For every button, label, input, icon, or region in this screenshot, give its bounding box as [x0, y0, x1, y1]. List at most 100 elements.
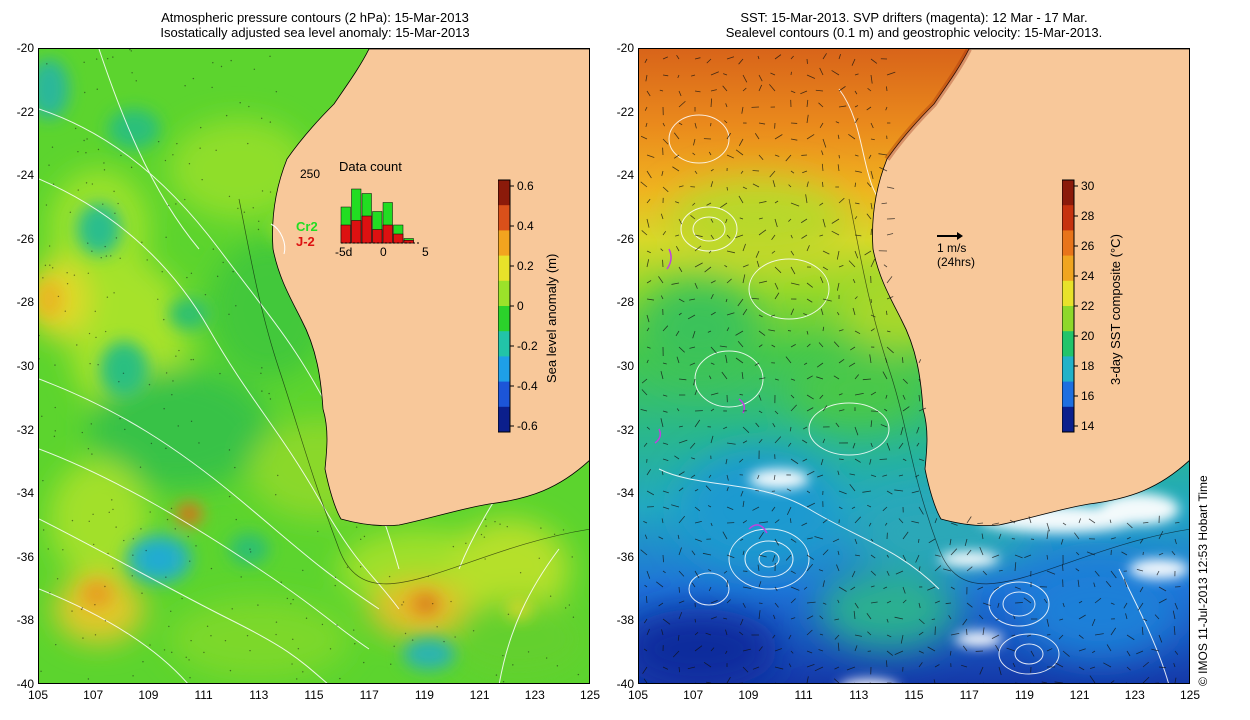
track-dot	[91, 250, 93, 252]
left-lat-tick: -40	[16, 677, 34, 691]
velocity-arrow	[646, 90, 651, 97]
right-lon-tick: 113	[849, 688, 869, 702]
velocity-arrow	[886, 186, 895, 189]
velocity-arrow	[886, 570, 890, 576]
velocity-arrow	[725, 650, 728, 655]
velocity-arrow	[848, 260, 856, 268]
velocity-arrow	[819, 202, 824, 206]
velocity-arrow	[694, 390, 698, 396]
velocity-arrow	[662, 394, 668, 397]
velocity-arrow	[689, 298, 696, 301]
velocity-arrow	[724, 264, 728, 268]
track-dot	[95, 336, 97, 339]
velocity-arrow	[814, 666, 824, 672]
track-dot	[527, 651, 530, 653]
velocity-arrow	[646, 359, 649, 364]
velocity-arrow	[643, 678, 648, 683]
velocity-arrow	[705, 485, 712, 492]
velocity-arrow	[677, 534, 680, 540]
velocity-arrow	[1174, 521, 1180, 524]
velocity-arrow	[886, 310, 888, 316]
track-dot	[431, 602, 434, 605]
track-dot	[119, 417, 121, 420]
velocity-arrow	[790, 55, 794, 60]
velocity-arrow	[854, 330, 861, 335]
velocity-arrow	[816, 362, 824, 368]
velocity-arrow	[675, 234, 680, 237]
velocity-arrow	[870, 122, 874, 129]
velocity-arrow	[790, 138, 798, 141]
colorbar-tick-label: 24	[1081, 269, 1095, 283]
velocity-arrow	[886, 618, 889, 623]
track-dot	[485, 525, 487, 527]
velocity-arrow	[726, 506, 734, 511]
track-dot	[252, 207, 254, 209]
colorbar-swatch	[498, 230, 510, 257]
track-dot	[404, 632, 407, 635]
track-dot	[268, 392, 270, 395]
velocity-arrow	[695, 682, 696, 683]
velocity-arrow	[918, 506, 924, 515]
track-dot	[124, 428, 126, 431]
velocity-arrow	[1055, 662, 1064, 668]
velocity-arrow	[789, 426, 792, 432]
velocity-arrow	[854, 170, 862, 173]
velocity-arrow	[1158, 586, 1167, 592]
left-lat-tick: -32	[16, 422, 34, 437]
velocity-arrow	[894, 650, 904, 655]
velocity-arrow	[902, 458, 907, 461]
velocity-arrow	[916, 426, 920, 434]
velocity-arrow	[1046, 554, 1049, 560]
left-title: Atmospheric pressure contours (2 hPa): 1…	[40, 10, 590, 40]
colorbar-swatch	[498, 180, 510, 206]
left-lon-tick: 121	[469, 688, 490, 702]
track-dot	[104, 245, 106, 248]
velocity-arrow	[901, 682, 903, 683]
velocity-arrow	[662, 410, 668, 413]
velocity-arrow	[854, 73, 859, 76]
track-dot	[235, 305, 237, 307]
velocity-arrow	[790, 202, 800, 207]
velocity-arrow	[854, 634, 863, 637]
track-dot	[176, 142, 178, 145]
track-dot	[104, 620, 107, 622]
velocity-arrow	[662, 458, 669, 462]
velocity-arrow	[1142, 676, 1150, 683]
track-dot	[114, 212, 116, 214]
track-dot	[64, 310, 67, 312]
velocity-arrow	[949, 650, 952, 656]
velocity-arrow	[1041, 681, 1048, 683]
velocity-arrow	[814, 536, 824, 540]
velocity-arrow	[742, 426, 750, 433]
velocity-arrow	[678, 90, 682, 97]
velocity-arrow	[708, 586, 712, 592]
velocity-arrow	[660, 213, 664, 220]
velocity-arrow	[934, 518, 938, 524]
track-dot	[519, 572, 522, 574]
track-dot	[512, 664, 514, 666]
velocity-arrow	[1142, 661, 1150, 668]
track-dot	[40, 670, 42, 672]
velocity-arrow	[678, 378, 687, 381]
velocity-arrow	[1046, 648, 1053, 652]
right-lat-tick: -40	[616, 677, 634, 691]
velocity-arrow	[866, 182, 872, 188]
velocity-arrow	[710, 280, 716, 284]
track-dot	[96, 88, 98, 90]
velocity-arrow	[790, 90, 796, 94]
velocity-arrow	[646, 298, 655, 301]
velocity-arrow	[789, 518, 792, 524]
velocity-arrow	[966, 602, 973, 608]
track-dot	[212, 248, 215, 250]
velocity-arrow	[882, 371, 888, 380]
velocity-arrow	[726, 56, 735, 60]
velocity-arrow	[966, 628, 968, 636]
velocity-arrow	[822, 549, 829, 556]
velocity-arrow	[854, 393, 864, 396]
velocity-arrow	[806, 407, 814, 412]
velocity-arrow	[722, 531, 728, 540]
velocity-arrow	[740, 538, 744, 541]
track-dot	[290, 603, 292, 605]
velocity-arrow	[1043, 598, 1048, 604]
velocity-arrow	[710, 600, 718, 604]
